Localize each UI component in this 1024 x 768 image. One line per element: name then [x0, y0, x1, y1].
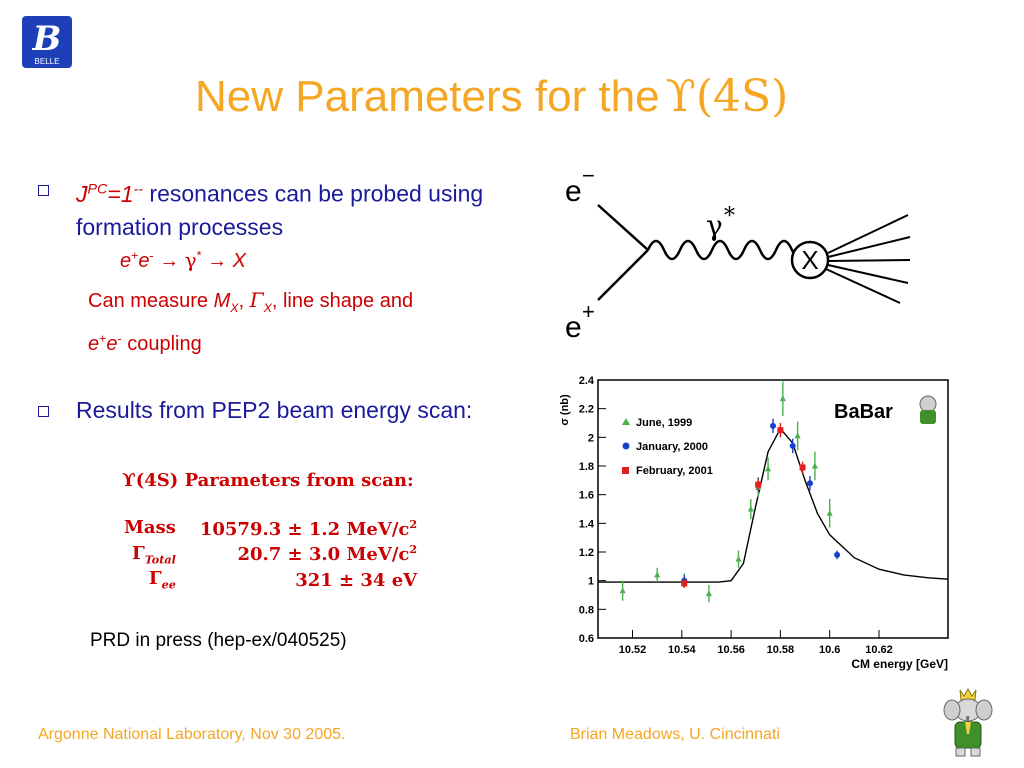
- data-point: [794, 432, 801, 439]
- legend-entry: June, 1999: [636, 417, 692, 429]
- y-tick-label: 1.2: [579, 547, 594, 559]
- slide-title: New Parameters for the ϒ(4S): [195, 62, 915, 132]
- y-tick-label: 0.6: [579, 633, 594, 645]
- y-tick-label: 2.4: [579, 375, 595, 387]
- y-tick-label: 2: [588, 432, 594, 444]
- electron-charge: −: [582, 165, 595, 188]
- fit-curve: [598, 427, 949, 583]
- bullet-formation-text: JPC=1-- resonances can be probed using f…: [76, 173, 546, 244]
- belle-logo: B BELLE: [22, 16, 72, 68]
- legend-entry: February, 2001: [636, 465, 713, 477]
- y-tick-label: 0.8: [579, 604, 594, 616]
- electron-label: e: [565, 175, 582, 208]
- data-point: [834, 551, 841, 558]
- data-point: [789, 442, 796, 449]
- legend-marker: [622, 467, 629, 474]
- y-tick-label: 1.4: [579, 518, 595, 530]
- x-tick-label: 10.56: [717, 644, 745, 656]
- param-name: Γee: [148, 568, 176, 592]
- data-point: [747, 505, 754, 512]
- legend-marker: [622, 418, 630, 425]
- data-point: [779, 395, 786, 402]
- data-point: [777, 427, 784, 434]
- data-point: [681, 580, 688, 587]
- x-axis-label: CM energy [GeV]: [851, 657, 948, 671]
- footer-right: Brian Meadows, U. Cincinnati: [570, 726, 780, 743]
- babar-logo-text: BaBar: [834, 401, 893, 423]
- arrow-icon: →: [159, 250, 180, 272]
- data-point: [705, 590, 712, 597]
- logo-label: BELLE: [35, 57, 60, 66]
- elephant-head-icon: [919, 395, 937, 413]
- param-value: 20.7 ± 3.0 MeV/c2: [237, 543, 418, 566]
- y-tick-label: 2.2: [579, 404, 594, 416]
- y-tick-label: 1: [588, 576, 594, 588]
- param-name: Mass: [124, 517, 176, 538]
- x-tick-label: 10.6: [819, 644, 840, 656]
- measure-text: Can measure MX, ΓX, line shape and e+e- …: [88, 288, 414, 355]
- y-tick-label: 1.8: [579, 461, 594, 473]
- param-name: ΓTotal: [131, 542, 176, 567]
- param-value: 10579.3 ± 1.2 MeV/c2: [199, 517, 418, 540]
- positron-label: e: [565, 311, 582, 344]
- y-axis-label: σ (nb): [559, 394, 571, 426]
- param-row: ΓTotal 20.7 ± 3.0 MeV/c2: [118, 542, 423, 568]
- x-tick-label: 10.52: [619, 644, 647, 656]
- footer-left: Argonne National Laboratory, Nov 30 2005…: [38, 726, 346, 743]
- data-point: [735, 555, 742, 562]
- param-row: Γee 321 ± 34 eV: [118, 567, 423, 593]
- blob-x-label: X: [801, 245, 818, 275]
- data-point: [654, 571, 661, 578]
- arrow-icon: →: [207, 250, 228, 272]
- data-point: [755, 481, 762, 488]
- param-table: Mass 10579.3 ± 1.2 MeV/c2 ΓTotal 20.7 ± 3.0…: [118, 516, 423, 593]
- reaction-formula: e+e- → γ* → X: [120, 248, 247, 272]
- y-tick-label: 1.6: [579, 490, 594, 502]
- param-row: Mass 10579.3 ± 1.2 MeV/c2: [118, 516, 423, 542]
- babar-scan-chart: 0.6 0.8 1 1.2 1.4 1.6 1.8 2 2.2 2.4 10.52 10.54 10.5…: [556, 370, 956, 672]
- svg-text:B: B: [32, 19, 62, 59]
- bullet-square-icon: [38, 185, 49, 196]
- reference-text: PRD in press (hep-ex/040525): [90, 630, 347, 651]
- param-title: ϒ(4S) Parameters from scan:: [122, 470, 414, 491]
- jpc-label: JPC=1--: [76, 180, 144, 207]
- legend-entry: January, 2000: [636, 441, 708, 453]
- data-point: [765, 465, 772, 472]
- param-value: 321 ± 34 eV: [295, 569, 418, 591]
- formation-text: resonances can be probed using formation…: [76, 180, 484, 240]
- positron-charge: +: [582, 299, 595, 324]
- data-point: [799, 464, 806, 471]
- babar-elephant-icon: [938, 686, 998, 762]
- data-point: [770, 422, 776, 429]
- bullet-square-icon: [38, 406, 49, 417]
- photon-label: γ: [706, 209, 723, 242]
- photon-star: *: [724, 204, 735, 229]
- data-point: [811, 462, 818, 469]
- legend-marker: [622, 442, 630, 450]
- data-point: [806, 480, 813, 487]
- x-tick-label: 10.54: [668, 644, 696, 656]
- data-point: [619, 587, 626, 594]
- results-text: Results from PEP2 beam energy scan:: [76, 397, 473, 423]
- x-tick-label: 10.62: [865, 644, 893, 656]
- x-tick-label: 10.58: [767, 644, 795, 656]
- feynman-diagram: X e − e + γ *: [560, 163, 940, 345]
- title-symbol: ϒ(4S): [665, 71, 789, 122]
- title-text: New Parameters for the: [195, 72, 660, 121]
- elephant-body-icon: [920, 410, 936, 424]
- data-point: [826, 509, 833, 516]
